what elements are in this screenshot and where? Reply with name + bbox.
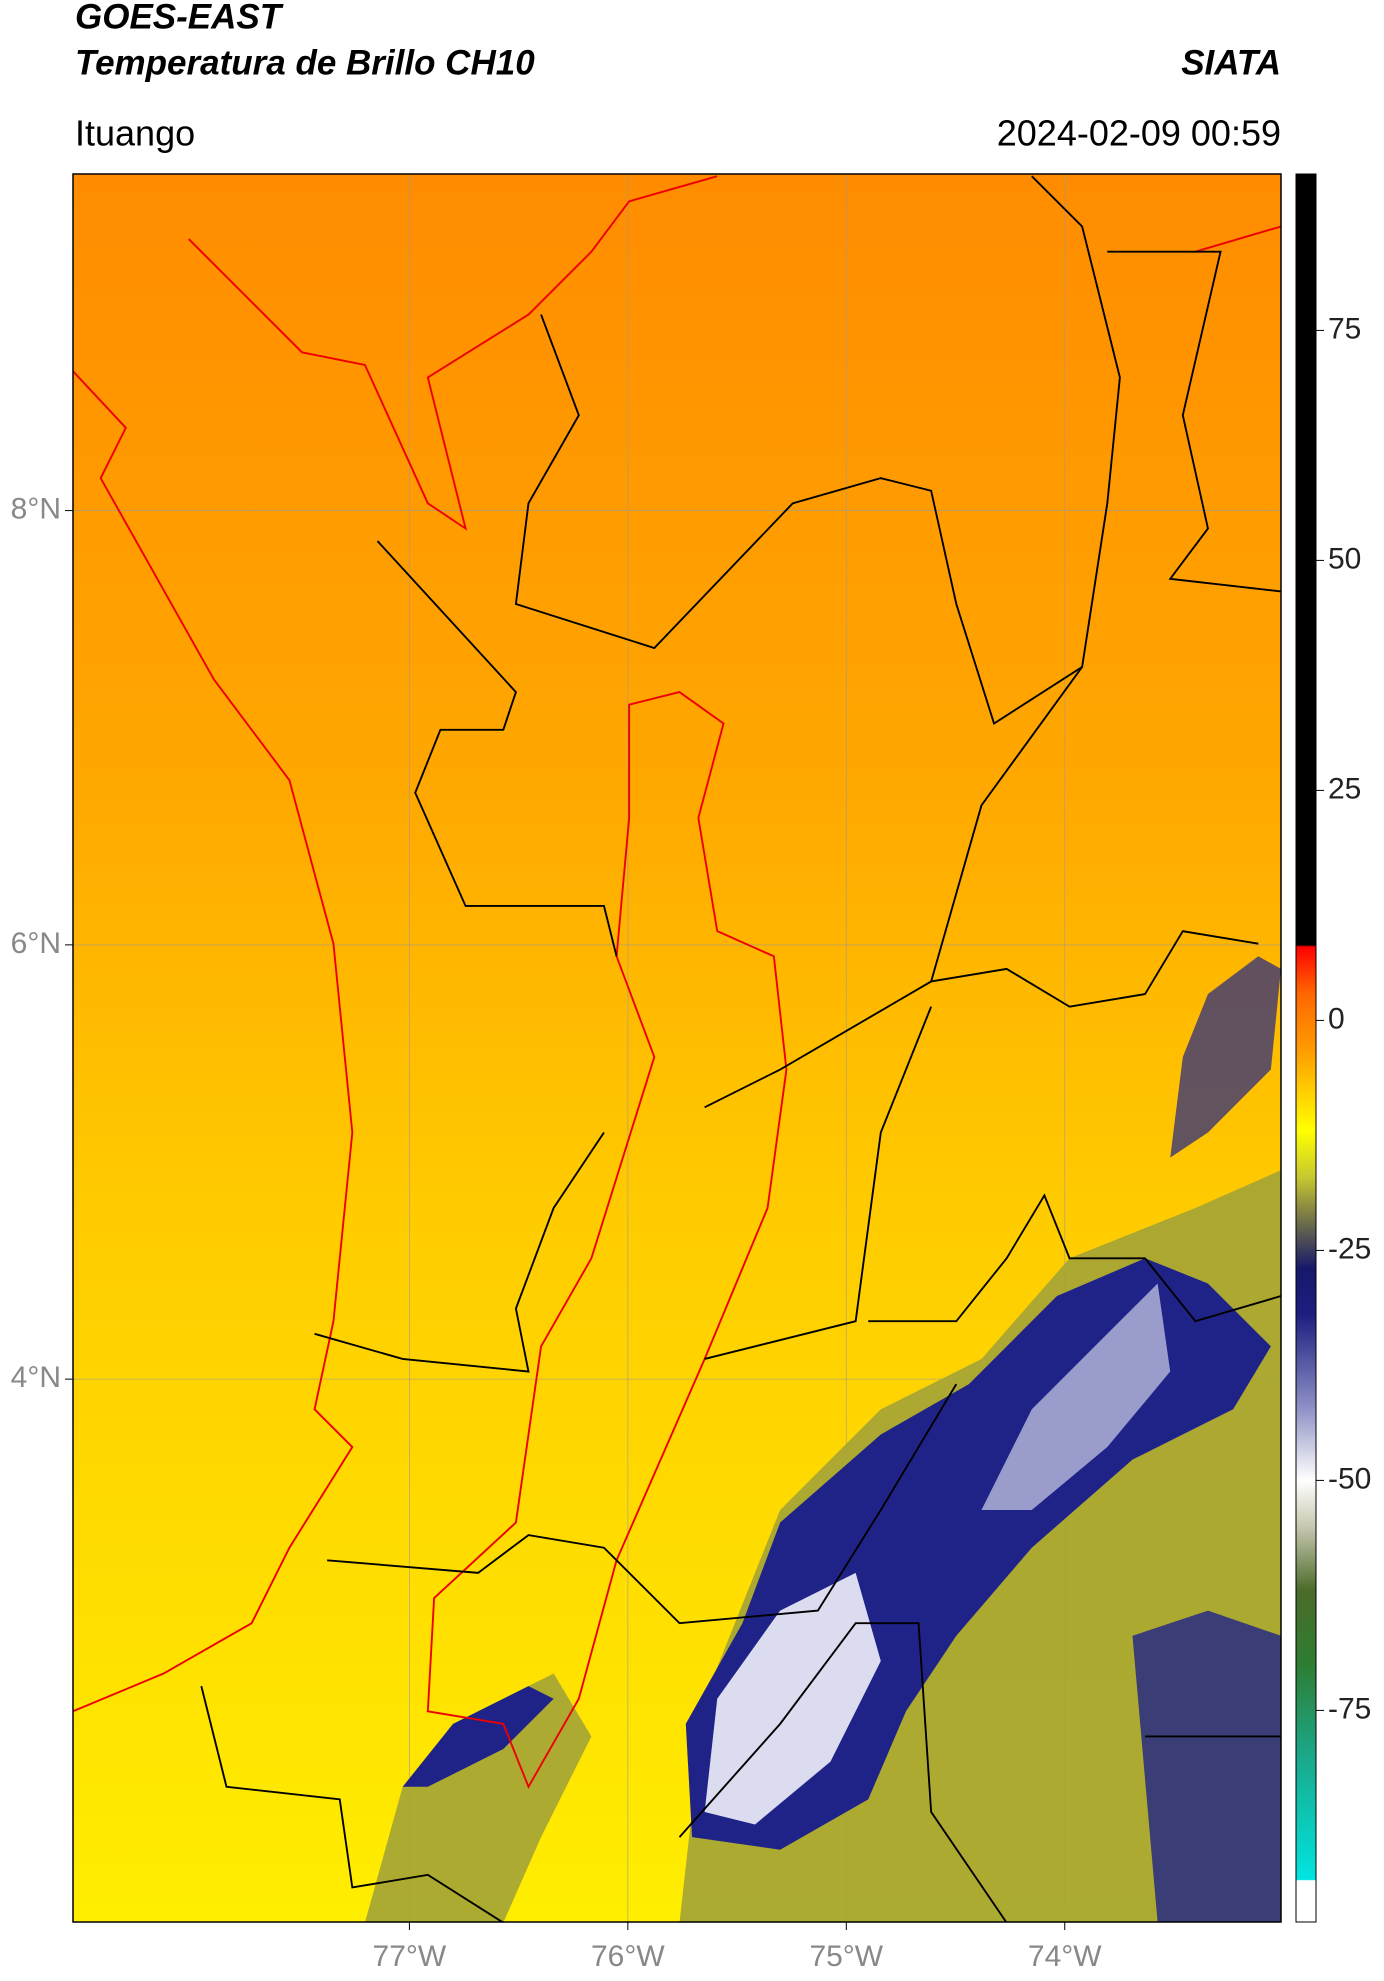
admin-boundary bbox=[678, 1622, 1008, 1923]
lon-tick-label: 75°W bbox=[809, 1940, 883, 1973]
colorbar bbox=[1295, 173, 1317, 1923]
lon-tick-label: 76°W bbox=[591, 1940, 665, 1973]
map-layers bbox=[72, 175, 1281, 1923]
lat-tick-label: 8°N bbox=[11, 492, 61, 525]
admin-boundary bbox=[376, 540, 618, 957]
cloud-navy bbox=[1132, 1610, 1281, 1923]
colorbar-tick-label: -50 bbox=[1328, 1462, 1371, 1495]
location: Ituango bbox=[75, 113, 195, 154]
admin-boundary bbox=[314, 1131, 605, 1373]
cloud-white bbox=[704, 1572, 881, 1825]
colorbar-tick-label: 75 bbox=[1328, 312, 1361, 345]
cloud-navy bbox=[1170, 956, 1281, 1158]
subtitle: Temperatura de Brillo CH10 bbox=[75, 43, 535, 82]
admin-boundary bbox=[868, 1193, 1281, 1323]
basin-boundary bbox=[426, 691, 788, 1789]
lon-tick-label: 74°W bbox=[1028, 1940, 1102, 1973]
colorbar-tick-label: 50 bbox=[1328, 542, 1361, 575]
coastline bbox=[188, 175, 718, 531]
colorbar-tick-label: -25 bbox=[1328, 1232, 1371, 1265]
lat-tick-label: 4°N bbox=[11, 1361, 61, 1394]
map-frame bbox=[72, 173, 1282, 1923]
timestamp: 2024-02-09 00:59 bbox=[997, 113, 1281, 154]
colorbar-tick-label: 0 bbox=[1328, 1002, 1345, 1035]
cloud-navy bbox=[402, 1686, 554, 1787]
admin-boundary bbox=[930, 930, 1259, 1008]
colorbar-tick-label: 25 bbox=[1328, 772, 1361, 805]
cloud-olive bbox=[364, 1673, 592, 1923]
admin-boundary bbox=[704, 1006, 933, 1360]
admin-boundary bbox=[1107, 250, 1281, 593]
colorbar-tick-label: -75 bbox=[1328, 1692, 1371, 1725]
cloud-light bbox=[981, 1283, 1171, 1510]
lon-tick-label: 77°W bbox=[373, 1940, 447, 1973]
admin-boundary bbox=[327, 1383, 958, 1625]
coastline bbox=[1195, 225, 1281, 253]
source: SIATA bbox=[1181, 43, 1281, 82]
admin-boundary bbox=[200, 1685, 504, 1923]
admin-boundary bbox=[514, 175, 1121, 725]
coastline bbox=[72, 370, 354, 1713]
lat-tick-label: 6°N bbox=[11, 927, 61, 960]
title: GOES-EAST bbox=[75, 0, 284, 36]
